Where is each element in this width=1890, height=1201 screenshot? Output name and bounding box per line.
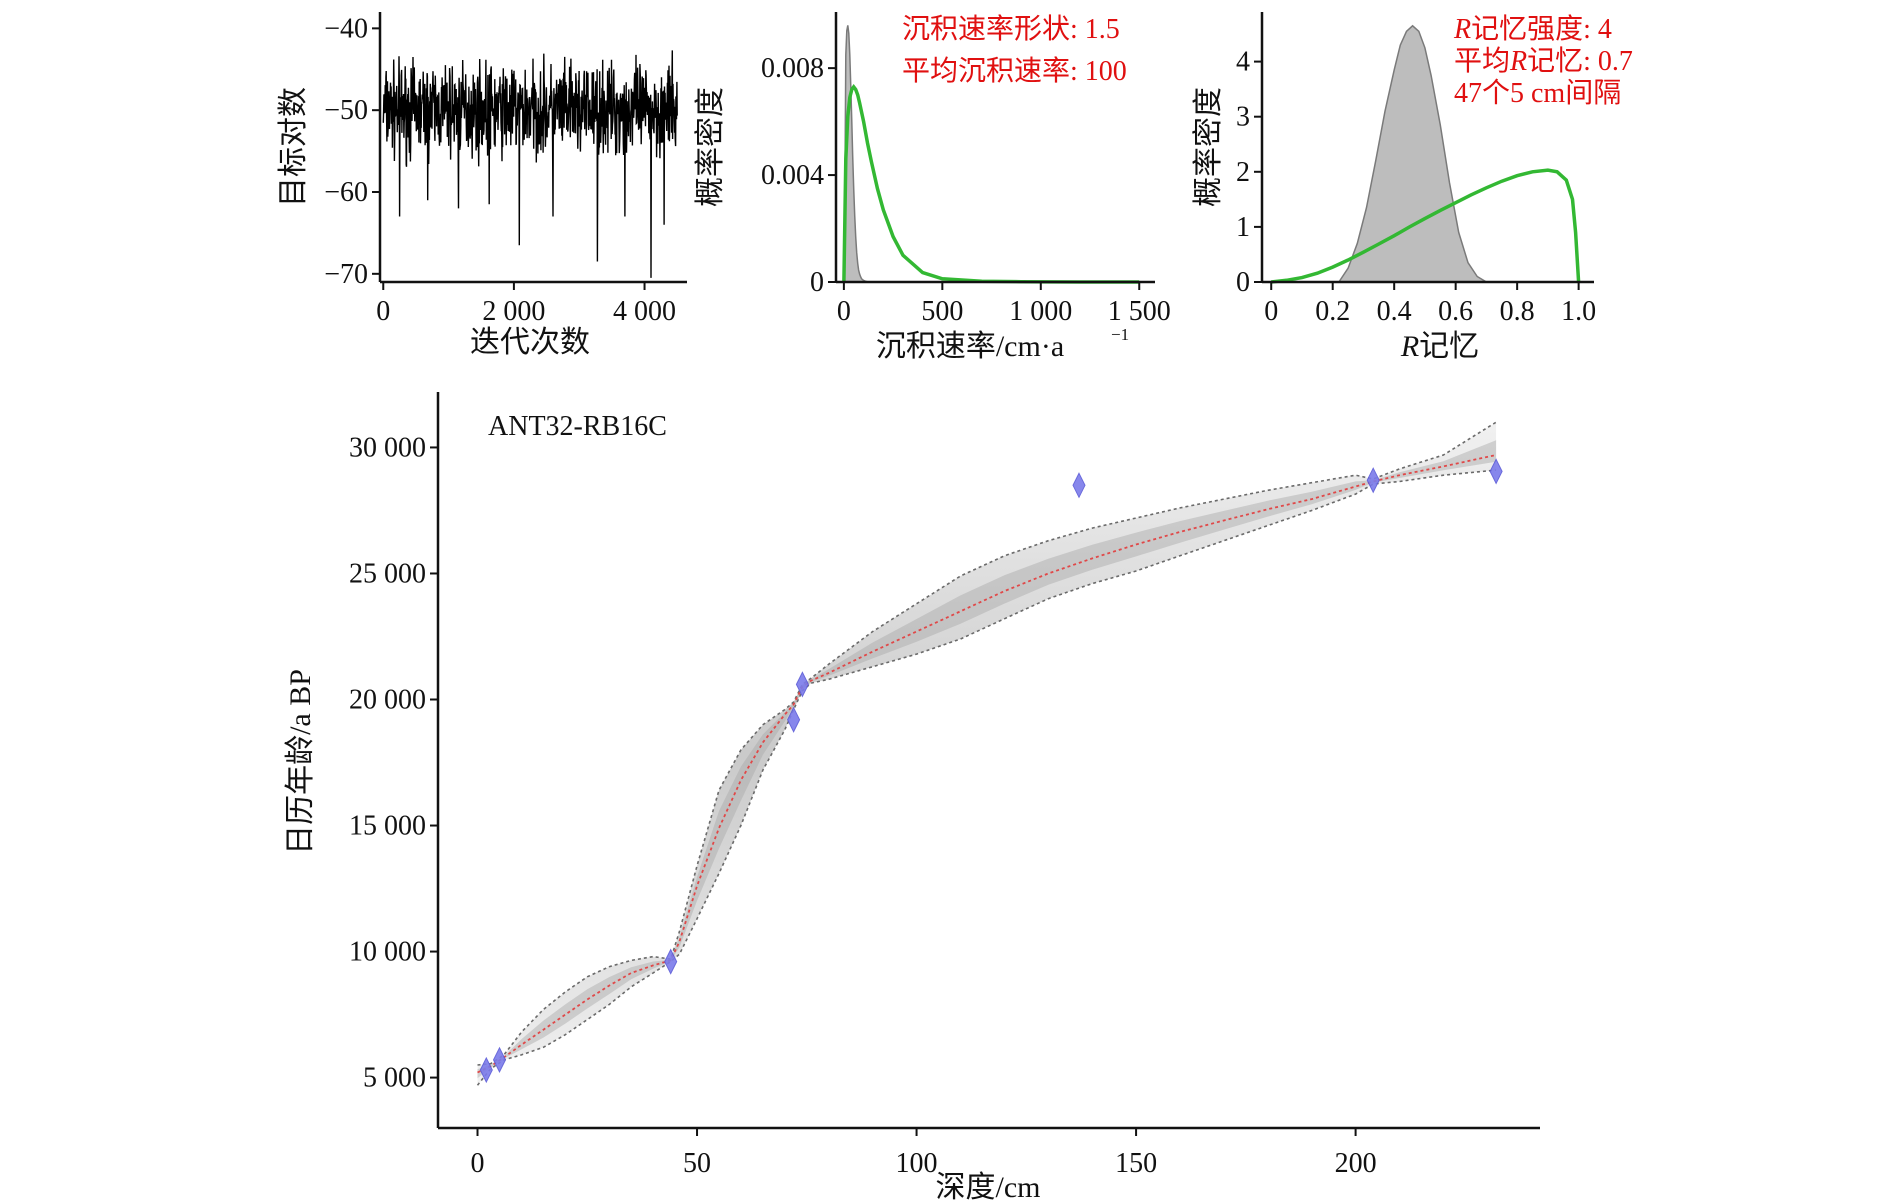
x-axis-label: R记忆 [1400, 330, 1479, 363]
panel-accumulation-rate: 0 500 1 000 1 500 0 0.004 0.008 沉积速率/cm·a −1 概… [694, 12, 1171, 363]
y-tick-label: −40 [324, 13, 368, 44]
dated-samples [479, 458, 1503, 1083]
y-tick-label: 2 [1236, 157, 1250, 188]
x-tick-label: 0.4 [1377, 296, 1412, 327]
x-tick-label: 2 000 [482, 296, 545, 327]
x-tick-label: 0 [1264, 296, 1278, 327]
ci-upper-line [477, 421, 1497, 1066]
annotation-sections: 47个5 cm间隔 [1454, 77, 1621, 109]
uncertainty-band [477, 422, 1497, 1086]
y-axis-label: 概率密度 [1192, 87, 1225, 207]
x-tick-label: 0.2 [1315, 296, 1350, 327]
annotation-memory-strength: R记忆强度: 4 [1453, 13, 1612, 45]
x-tick-label: 150 [1115, 1148, 1157, 1179]
x-axis-label-superscript: −1 [1111, 325, 1129, 344]
x-tick-label: 0.6 [1438, 296, 1473, 327]
axis-ticks: 0 50 100 150 200 5 000 10 000 15 000 20 000 25 00… [349, 432, 1377, 1179]
panel-iterations: 0 2 000 4 000 −40 −50 −60 −70 迭代次数 目标对数 [277, 12, 687, 359]
x-tick-label: 0.8 [1500, 296, 1535, 327]
x-tick-label: 500 [921, 296, 963, 327]
y-tick-label: 0 [1236, 267, 1250, 298]
y-tick-label: 4 [1236, 47, 1250, 78]
prior-density [842, 83, 1140, 284]
dated-sample [1366, 467, 1380, 493]
y-tick-label: −60 [324, 177, 368, 208]
posterior-density [843, 25, 884, 283]
x-tick-label: 1.0 [1561, 296, 1596, 327]
y-tick-label: 3 [1236, 102, 1250, 133]
x-tick-label: 4 000 [613, 296, 676, 327]
annotation-shape: 沉积速率形状: 1.5 [902, 13, 1120, 45]
y-tick-label: 5 000 [363, 1063, 426, 1094]
trace-layer [382, 50, 678, 278]
uncertainty-area [477, 422, 1497, 1086]
ci-lower-line [476, 469, 1497, 1086]
y-tick-label: 20 000 [349, 685, 426, 716]
x-tick-label: 50 [683, 1148, 711, 1179]
x-tick-label: 200 [1335, 1148, 1377, 1179]
x-tick-label: 1 000 [1009, 296, 1072, 327]
x-tick-label: 0 [376, 296, 390, 327]
y-tick-label: −70 [324, 259, 368, 290]
y-tick-label: 0 [810, 267, 824, 298]
axis-ticks: 0 500 1 000 1 500 0 0.004 0.008 [761, 53, 1171, 327]
core-label: ANT32-RB16C [488, 411, 667, 442]
x-axis-label: 迭代次数 [470, 326, 590, 359]
y-tick-label: 15 000 [349, 811, 426, 842]
y-tick-label: 25 000 [349, 558, 426, 589]
x-tick-label: 1 500 [1108, 296, 1171, 327]
annotation-mean-memory: 平均R记忆: 0.7 [1454, 45, 1633, 77]
y-axis-label: 目标对数 [277, 87, 310, 207]
x-tick-label: 0 [471, 1148, 485, 1179]
panel-age-depth: 0 50 100 150 200 5 000 10 000 15 000 20 000 25 00… [284, 392, 1540, 1201]
prior-density [1271, 168, 1581, 284]
dated-sample [1072, 472, 1086, 498]
y-tick-label: 0.008 [761, 53, 824, 84]
posterior-density [1337, 24, 1490, 283]
x-axis-label: 沉积速率/cm·a [876, 330, 1064, 363]
x-axis-label: 深度/cm [936, 1171, 1041, 1201]
y-axis-label: 概率密度 [694, 87, 727, 207]
x-tick-label: 100 [896, 1148, 938, 1179]
y-tick-label: −50 [324, 95, 368, 126]
y-tick-label: 0.004 [761, 160, 824, 191]
annotation-mean-rate: 平均沉积速率: 100 [902, 55, 1127, 87]
y-tick-label: 30 000 [349, 432, 426, 463]
y-tick-label: 1 [1236, 212, 1250, 243]
x-tick-label: 0 [837, 296, 851, 327]
trace-line [382, 50, 678, 278]
axis-ticks: 0 0.2 0.4 0.6 0.8 1.0 0 1 2 3 4 [1236, 47, 1596, 327]
y-axis-label: 日历年龄/a BP [284, 669, 317, 855]
axis-ticks: 0 2 000 4 000 −40 −50 −60 −70 [324, 13, 676, 327]
dated-sample [493, 1047, 506, 1073]
density-layer [1271, 24, 1581, 284]
y-tick-label: 10 000 [349, 937, 426, 968]
